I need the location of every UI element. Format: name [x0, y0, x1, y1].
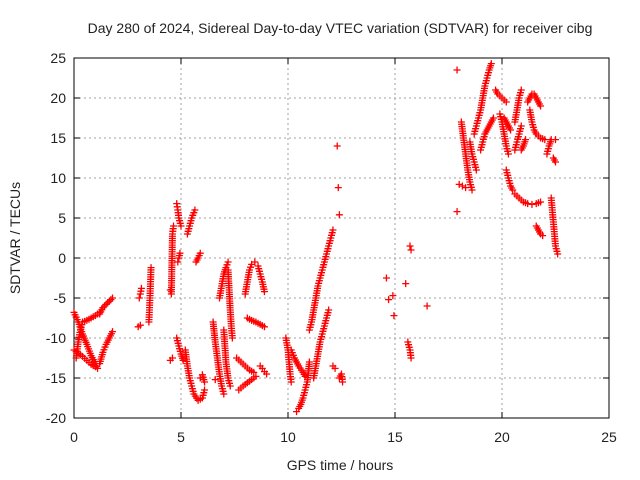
- data-point-marker: [287, 378, 295, 386]
- data-point-marker: [517, 122, 525, 130]
- x-axis-label: GPS time / hours: [287, 457, 394, 473]
- data-point-marker: [329, 226, 337, 234]
- data-point-marker: [105, 297, 113, 305]
- data-point-marker: [109, 294, 117, 302]
- data-point-marker: [472, 166, 480, 174]
- data-point-marker: [507, 126, 515, 134]
- x-tick-label: 25: [601, 429, 617, 445]
- plot-frame: [73, 57, 610, 419]
- data-point-marker: [333, 142, 341, 150]
- axis-ticks: 0 5 10 15 20 25 -20 -15 -10 -5 0 5 10 15 20 25: [46, 50, 617, 445]
- data-point-marker: [455, 180, 463, 188]
- data-point-marker: [390, 312, 398, 320]
- data-point-marker: [385, 296, 393, 304]
- data-point-marker: [196, 249, 204, 257]
- data-point-marker: [99, 304, 107, 312]
- y-tick-label: 15: [50, 130, 66, 146]
- data-point-marker: [537, 102, 545, 110]
- data-markers: [70, 60, 562, 416]
- data-point-marker: [552, 136, 559, 144]
- data-point-marker: [339, 378, 347, 386]
- data-point-marker: [201, 386, 209, 394]
- data-point-marker: [201, 378, 209, 386]
- data-point-marker: [528, 200, 536, 208]
- data-point-marker: [104, 299, 112, 307]
- data-point-marker: [407, 354, 415, 362]
- data-point-marker: [137, 284, 145, 292]
- y-tick-label: 0: [58, 250, 66, 266]
- y-tick-label: -5: [54, 290, 67, 306]
- data-point-marker: [168, 354, 176, 362]
- chart-title: Day 280 of 2024, Sidereal Day-to-day VTE…: [88, 20, 593, 36]
- data-point-marker: [170, 222, 178, 230]
- y-tick-label: 10: [50, 170, 66, 186]
- data-point-marker: [402, 280, 410, 288]
- data-point-marker: [504, 150, 512, 158]
- data-point-marker: [191, 206, 199, 214]
- y-tick-label: 5: [58, 210, 66, 226]
- data-point-marker: [554, 250, 562, 258]
- data-point-marker: [537, 198, 545, 206]
- data-point-marker: [468, 186, 476, 194]
- data-point-marker: [458, 182, 466, 190]
- x-tick-label: 0: [70, 429, 78, 445]
- data-point-marker: [251, 258, 259, 266]
- data-point-marker: [522, 136, 530, 144]
- data-point-marker: [334, 184, 342, 192]
- data-point-marker: [325, 306, 333, 314]
- data-point-marker: [552, 158, 559, 166]
- data-point-marker: [179, 356, 187, 364]
- data-point-marker: [176, 249, 184, 257]
- data-point-marker: [135, 294, 143, 302]
- data-point-marker: [136, 321, 144, 329]
- x-tick-label: 20: [494, 429, 510, 445]
- data-point-marker: [260, 323, 268, 331]
- data-point-marker: [226, 382, 234, 390]
- data-point-marker: [509, 186, 517, 194]
- data-point-marker: [539, 232, 547, 240]
- data-point-marker: [453, 208, 461, 216]
- y-tick-label: 20: [50, 90, 66, 106]
- y-tick-label: -10: [46, 330, 66, 346]
- data-point-marker: [174, 258, 182, 266]
- data-point-marker: [407, 246, 415, 254]
- data-point-marker: [382, 274, 390, 282]
- data-point-marker: [517, 86, 525, 94]
- data-point-marker: [228, 334, 236, 342]
- data-point-marker: [524, 200, 532, 208]
- data-point-marker: [102, 300, 110, 308]
- y-tick-label: 25: [50, 50, 66, 66]
- data-point-marker: [220, 390, 228, 398]
- x-tick-label: 5: [177, 429, 185, 445]
- data-point-marker: [263, 370, 271, 378]
- data-point-marker: [423, 302, 431, 310]
- data-point-marker: [91, 363, 99, 371]
- data-point-marker: [252, 372, 260, 380]
- data-point-marker: [541, 136, 549, 144]
- x-tick-label: 10: [280, 429, 296, 445]
- data-point-marker: [260, 288, 268, 296]
- data-point-marker: [389, 292, 397, 300]
- x-tick-label: 15: [387, 429, 403, 445]
- data-point-marker: [331, 364, 339, 372]
- y-axis-label: SDTVAR / TECUs: [7, 182, 23, 294]
- data-point-marker: [224, 258, 232, 266]
- data-point-marker: [107, 296, 115, 304]
- y-tick-label: -20: [46, 410, 66, 426]
- data-point-marker: [100, 302, 108, 310]
- data-point-marker: [502, 98, 510, 106]
- data-point-marker: [335, 211, 343, 219]
- data-point-marker: [487, 60, 495, 68]
- data-point-marker: [147, 264, 155, 272]
- data-point-marker: [177, 222, 185, 230]
- data-point-marker: [109, 328, 117, 336]
- data-point-marker: [211, 376, 219, 384]
- y-tick-label: -15: [46, 370, 66, 386]
- data-point-marker: [489, 114, 497, 122]
- data-point-marker: [453, 66, 461, 74]
- data-point-marker: [305, 358, 313, 366]
- data-point-marker: [406, 242, 414, 250]
